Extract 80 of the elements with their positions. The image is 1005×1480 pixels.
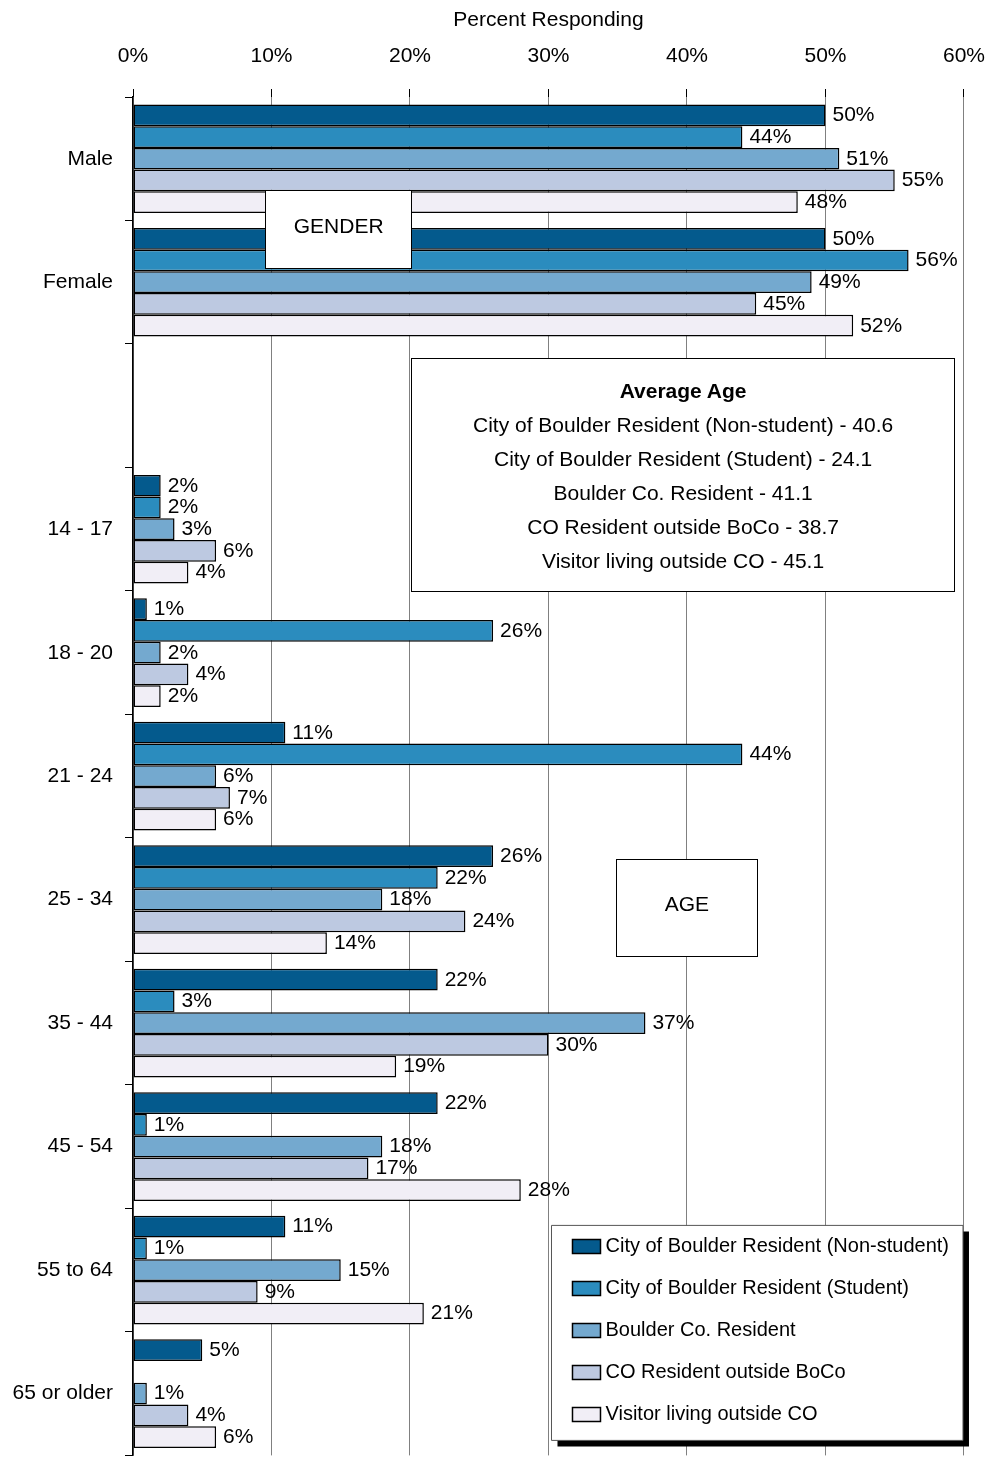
data-label: 11%	[292, 1213, 333, 1237]
data-label: 7%	[236, 784, 268, 808]
data-label: 52%	[860, 312, 903, 336]
data-label: 37%	[652, 1009, 695, 1033]
legend-label: CO Resident outside BoCo	[605, 1359, 846, 1382]
y-tick-label: 55 to 64	[37, 1256, 114, 1280]
data-label: 1%	[153, 596, 185, 620]
annotation: CO Resident outside BoCo - 38.7	[527, 514, 839, 538]
data-label: 5%	[209, 1336, 240, 1360]
legend-label: City of Boulder Resident (Student)	[605, 1275, 909, 1298]
data-label: 4%	[195, 1402, 226, 1426]
data-label: 1%	[153, 1380, 185, 1404]
annotation: City of Boulder Resident (Non-student) - 40.6	[472, 412, 894, 436]
data-label: 3%	[181, 988, 212, 1012]
data-label: 15%	[347, 1256, 390, 1280]
data-label: 45%	[763, 290, 806, 314]
annotation: GENDER	[293, 213, 384, 237]
data-label: 22%	[444, 864, 487, 888]
data-label: 17%	[375, 1155, 418, 1179]
data-label: 24%	[472, 908, 515, 932]
data-label: 28%	[527, 1176, 570, 1200]
annotation: Average Age	[619, 378, 747, 402]
annotation: AGE	[664, 891, 710, 915]
data-label: 19%	[403, 1053, 446, 1077]
annotation: Visitor living outside CO - 45.1	[542, 548, 825, 572]
data-label: 18%	[389, 886, 432, 910]
y-tick-label: 65 or older	[12, 1380, 113, 1404]
data-label: 3%	[181, 516, 212, 540]
x-tick-label: 10%	[250, 43, 293, 67]
y-tick-label: Male	[67, 145, 113, 169]
data-label: 11%	[292, 719, 333, 743]
data-label: 6%	[223, 806, 254, 830]
y-tick-label: 18 - 20	[47, 639, 113, 663]
data-label: 56%	[915, 247, 958, 271]
x-tick-label: 50%	[804, 43, 847, 67]
y-tick-label: 35 - 44	[47, 1009, 114, 1033]
annotation: Boulder Co. Resident - 41.1	[553, 480, 813, 504]
x-tick-label: 40%	[665, 43, 709, 67]
legend-label: City of Boulder Resident (Non-student)	[605, 1233, 949, 1256]
y-tick-label: Female	[42, 269, 113, 293]
x-axis-title: Percent Responding	[453, 7, 644, 31]
data-label: 18%	[389, 1133, 432, 1157]
y-tick-label: 21 - 24	[47, 763, 114, 786]
data-label: 55%	[901, 167, 944, 191]
data-label: 26%	[500, 617, 543, 641]
data-label: 48%	[804, 189, 847, 213]
data-label: 51%	[846, 145, 889, 169]
data-label: 6%	[223, 763, 254, 786]
y-tick-label: 14 - 17	[47, 516, 113, 540]
x-tick-label: 20%	[388, 43, 432, 67]
data-label: 26%	[500, 843, 543, 867]
data-label: 6%	[223, 1423, 254, 1447]
data-label: 2%	[167, 682, 199, 706]
data-label: 50%	[832, 225, 875, 249]
data-label: 4%	[195, 661, 226, 685]
data-label: 22%	[444, 966, 487, 990]
data-label: 2%	[167, 472, 199, 496]
data-label: 6%	[223, 537, 254, 561]
data-label: 14%	[333, 929, 376, 953]
data-label: 2%	[167, 494, 199, 518]
data-label: 30%	[555, 1031, 598, 1055]
x-tick-label: 0%	[117, 43, 149, 67]
data-label: 44%	[749, 741, 792, 765]
data-label: 22%	[444, 1090, 487, 1113]
data-label: 1%	[153, 1111, 185, 1135]
data-label: 1%	[153, 1235, 185, 1259]
data-label: 50%	[832, 102, 875, 126]
data-label: 9%	[264, 1278, 296, 1302]
data-label: 4%	[195, 559, 226, 583]
y-tick-label: 45 - 54	[47, 1133, 114, 1157]
data-label: 44%	[749, 123, 792, 147]
data-label: 49%	[818, 269, 861, 293]
x-tick-label: 60%	[942, 43, 985, 67]
data-label: 21%	[430, 1300, 473, 1324]
y-tick-label: 25 - 34	[47, 886, 114, 910]
annotation: City of Boulder Resident (Student) - 24.1	[494, 446, 873, 470]
data-label: 2%	[167, 639, 199, 663]
legend-label: Boulder Co. Resident	[605, 1317, 797, 1340]
x-tick-label: 30%	[527, 43, 570, 67]
legend-label: Visitor living outside CO	[605, 1401, 818, 1424]
